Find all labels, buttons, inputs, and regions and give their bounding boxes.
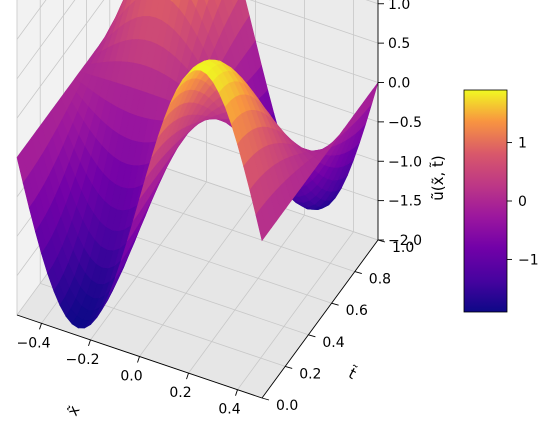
t-tick-label: 0.2 — [299, 366, 321, 382]
colorbar-tick-label: −1 — [518, 252, 539, 268]
x-tick-label: 0.4 — [218, 402, 240, 418]
gridline-z — [16, 0, 379, 119]
colorbar-ticks: 1 0 −1 — [507, 136, 539, 268]
t-tick — [308, 334, 316, 338]
t-tick — [285, 365, 293, 369]
x-tick-label: 0.2 — [169, 385, 191, 401]
t-tick — [331, 302, 339, 306]
t-axis-line — [261, 239, 379, 399]
x-axis-label: x̃ — [64, 402, 84, 418]
x-tick — [88, 339, 91, 347]
x-tick — [235, 389, 238, 396]
x-tick-label: −0.4 — [17, 335, 51, 351]
z-tick-label: −2.0 — [388, 233, 422, 249]
surface-patch — [255, 207, 268, 242]
z-tick-label: −0.5 — [388, 115, 422, 131]
t-axis-label: t̃ — [344, 363, 359, 383]
t-tick-label: 1.0 — [392, 240, 414, 256]
colorbar-tick-label: 1 — [518, 136, 527, 152]
colorbar: 1 0 −1 — [463, 89, 539, 313]
z-axis-label: ũ(x̃, t̃) — [428, 155, 447, 201]
gridline-z — [16, 0, 379, 80]
z-tick-label: 0.5 — [388, 36, 410, 52]
x-tick-label: 0.0 — [120, 369, 142, 385]
z-tick-label: −1.5 — [388, 194, 422, 210]
t-tick-label: 0.4 — [322, 335, 344, 351]
t-tick — [261, 397, 270, 401]
x-tick-label: −0.2 — [66, 352, 100, 368]
colorbar-gradient — [463, 89, 508, 313]
z-tick-label: −1.0 — [388, 154, 422, 170]
t-tick-label: 0.0 — [276, 398, 298, 414]
x-tick — [137, 356, 140, 363]
colorbar-tick-label: 0 — [518, 194, 527, 210]
t-tick — [354, 271, 362, 275]
z-tick-label: 1.0 — [388, 0, 410, 13]
t-tick-label: 0.8 — [369, 272, 391, 288]
t-tick-label: 0.6 — [346, 303, 368, 319]
x-tick — [39, 323, 42, 330]
z-tick-label: 0.0 — [388, 76, 410, 92]
axis-ticks: −0.4−0.20.00.20.4 0.00.20.40.60.81.0−2.0−… — [17, 0, 423, 418]
x-tick — [186, 372, 189, 380]
surface-mesh — [16, 0, 379, 329]
